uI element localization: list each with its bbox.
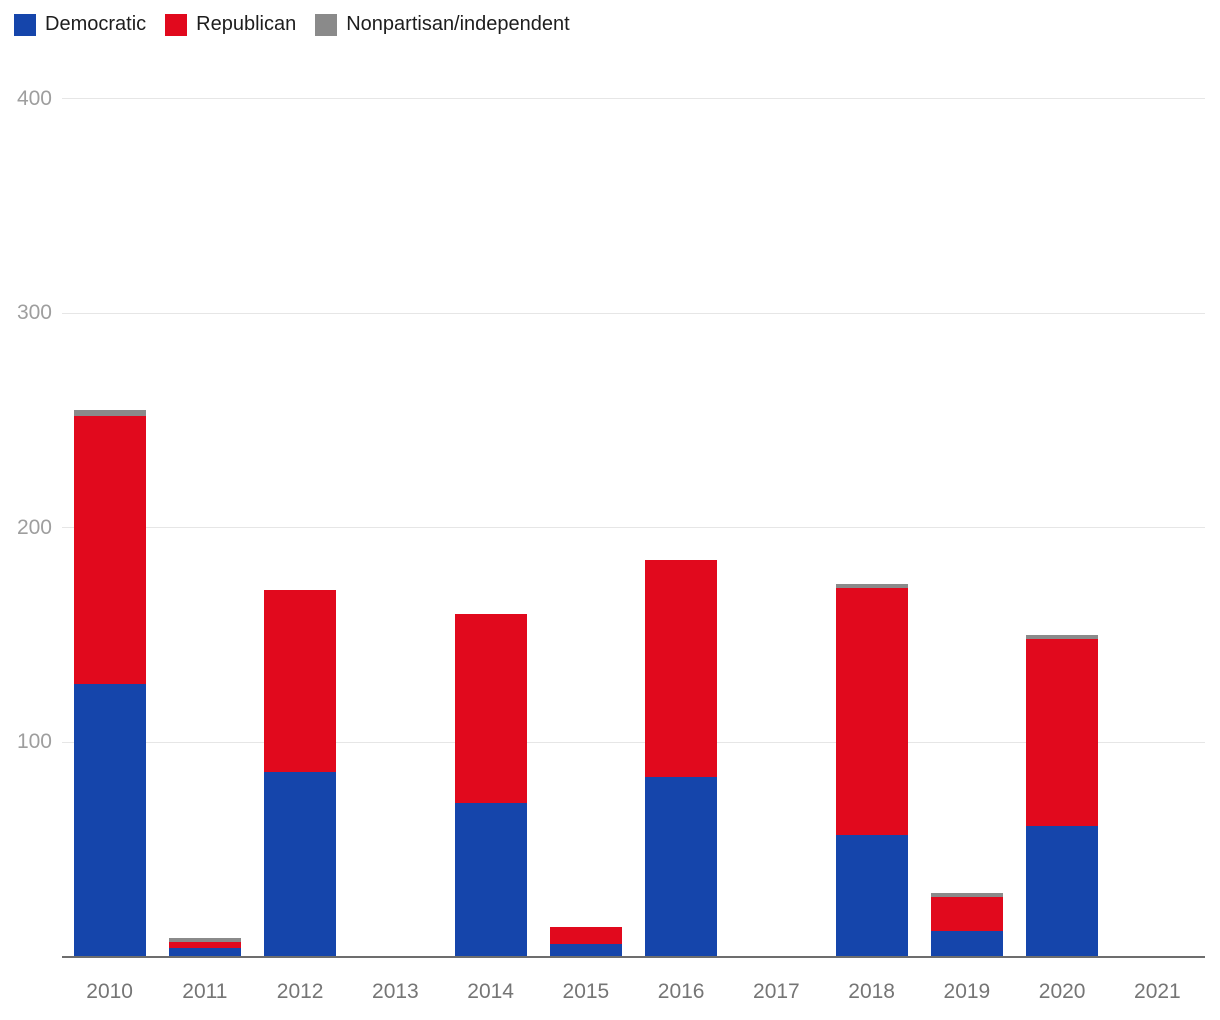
bar-2010[interactable] — [73, 409, 146, 957]
legend-swatch-democratic — [14, 13, 36, 36]
gridline-400 — [62, 98, 1205, 100]
y-axis-label-100: 100 — [16, 730, 52, 754]
bar-segment-2014-republican[interactable] — [454, 613, 527, 803]
x-axis-label-2015: 2015 — [562, 980, 610, 1003]
gridline-100 — [62, 741, 1205, 743]
bar-2012[interactable] — [264, 590, 337, 957]
bar-segment-2010-democratic[interactable] — [73, 684, 146, 957]
x-axis-label-2010: 2010 — [86, 980, 133, 1003]
bar-segment-2011-democratic[interactable] — [168, 948, 241, 957]
legend: Democratic Republican Nonpartisan/independ… — [14, 13, 570, 36]
bar-2011[interactable] — [168, 937, 241, 957]
bar-segment-2019-nonpartisan-independent[interactable] — [930, 892, 1003, 897]
bar-segment-2010-republican[interactable] — [73, 416, 146, 685]
bar-segment-2020-nonpartisan-independent[interactable] — [1026, 635, 1099, 640]
legend-swatch-republican — [165, 13, 188, 36]
gridline-300 — [62, 312, 1205, 314]
legend-label: Nonpartisan/independent — [346, 13, 570, 35]
bar-segment-2018-nonpartisan-independent[interactable] — [835, 583, 908, 588]
bar-segment-2016-democratic[interactable] — [645, 776, 718, 957]
gridline-200 — [62, 527, 1205, 529]
legend-swatch-nonpartisan-independent — [315, 13, 338, 36]
bar-2018[interactable] — [835, 583, 908, 957]
bar-segment-2015-democratic[interactable] — [549, 944, 622, 957]
y-axis-label-300: 300 — [16, 301, 52, 325]
x-axis-label-2017: 2017 — [753, 980, 800, 1003]
bar-2014[interactable] — [454, 613, 527, 957]
bar-segment-2018-democratic[interactable] — [835, 834, 908, 957]
legend-item-nonpartisan-independent: Nonpartisan/independent — [315, 13, 570, 36]
bar-segment-2019-democratic[interactable] — [930, 931, 1003, 957]
y-axis-label-200: 200 — [16, 515, 52, 539]
bar-segment-2020-republican[interactable] — [1026, 639, 1099, 827]
bar-segment-2014-democratic[interactable] — [454, 802, 527, 957]
bar-2015[interactable] — [549, 926, 622, 957]
x-axis-line — [62, 956, 1205, 958]
legend-item-democratic: Democratic — [14, 13, 146, 36]
bar-segment-2012-republican[interactable] — [264, 590, 337, 773]
legend-label: Democratic — [45, 13, 147, 35]
bar-segment-2011-nonpartisan-independent[interactable] — [168, 937, 241, 942]
bar-segment-2019-republican[interactable] — [930, 896, 1003, 932]
bar-2020[interactable] — [1026, 635, 1099, 957]
bar-2019[interactable] — [930, 892, 1003, 957]
x-axis-label-2012: 2012 — [276, 980, 324, 1003]
x-axis-label-2011: 2011 — [182, 980, 228, 1003]
x-axis-label-2014: 2014 — [467, 980, 514, 1003]
plot-area — [62, 60, 1205, 957]
legend-item-republican: Republican — [165, 13, 296, 36]
x-axis-label-2019: 2019 — [943, 980, 991, 1003]
bar-segment-2018-republican[interactable] — [835, 587, 908, 835]
bar-2016[interactable] — [645, 560, 718, 957]
x-axis-label-2016: 2016 — [657, 980, 705, 1003]
bar-segment-2012-democratic[interactable] — [264, 772, 337, 957]
bar-segment-2020-democratic[interactable] — [1026, 826, 1099, 957]
y-axis-label-400: 400 — [16, 86, 52, 110]
x-axis-label-2013: 2013 — [372, 980, 419, 1003]
bar-segment-2010-nonpartisan-independent[interactable] — [73, 409, 146, 417]
x-axis-label-2021: 2021 — [1134, 980, 1181, 1003]
bar-segment-2011-republican[interactable] — [168, 941, 241, 949]
x-axis-label-2020: 2020 — [1038, 980, 1086, 1003]
x-axis-label-2018: 2018 — [848, 980, 895, 1003]
legend-label: Republican — [196, 13, 297, 35]
bar-segment-2016-republican[interactable] — [645, 560, 718, 777]
bar-segment-2015-republican[interactable] — [549, 926, 622, 945]
